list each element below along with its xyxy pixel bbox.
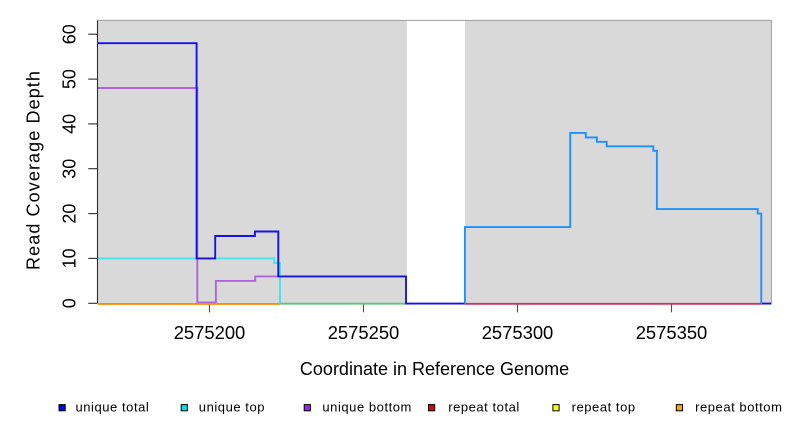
svg-text:repeat bottom: repeat bottom: [695, 399, 782, 414]
svg-text:2575300: 2575300: [482, 322, 554, 343]
svg-text:30: 30: [60, 159, 80, 179]
svg-text:repeat top: repeat top: [572, 399, 636, 414]
svg-text:0: 0: [60, 298, 80, 308]
svg-text:50: 50: [60, 69, 80, 89]
svg-text:2575350: 2575350: [636, 322, 708, 343]
svg-text:10: 10: [60, 248, 80, 268]
svg-text:unique total: unique total: [76, 399, 150, 414]
svg-text:2575250: 2575250: [328, 322, 400, 343]
svg-text:repeat total: repeat total: [448, 399, 520, 414]
svg-text:Coordinate in Reference Genome: Coordinate in Reference Genome: [300, 359, 569, 379]
svg-text:60: 60: [60, 24, 80, 44]
svg-text:unique top: unique top: [199, 399, 265, 414]
svg-text:Read Coverage Depth: Read Coverage Depth: [24, 70, 44, 270]
svg-text:40: 40: [60, 114, 80, 134]
svg-text:20: 20: [60, 204, 80, 224]
svg-text:2575200: 2575200: [174, 322, 246, 343]
svg-text:unique bottom: unique bottom: [322, 399, 412, 414]
